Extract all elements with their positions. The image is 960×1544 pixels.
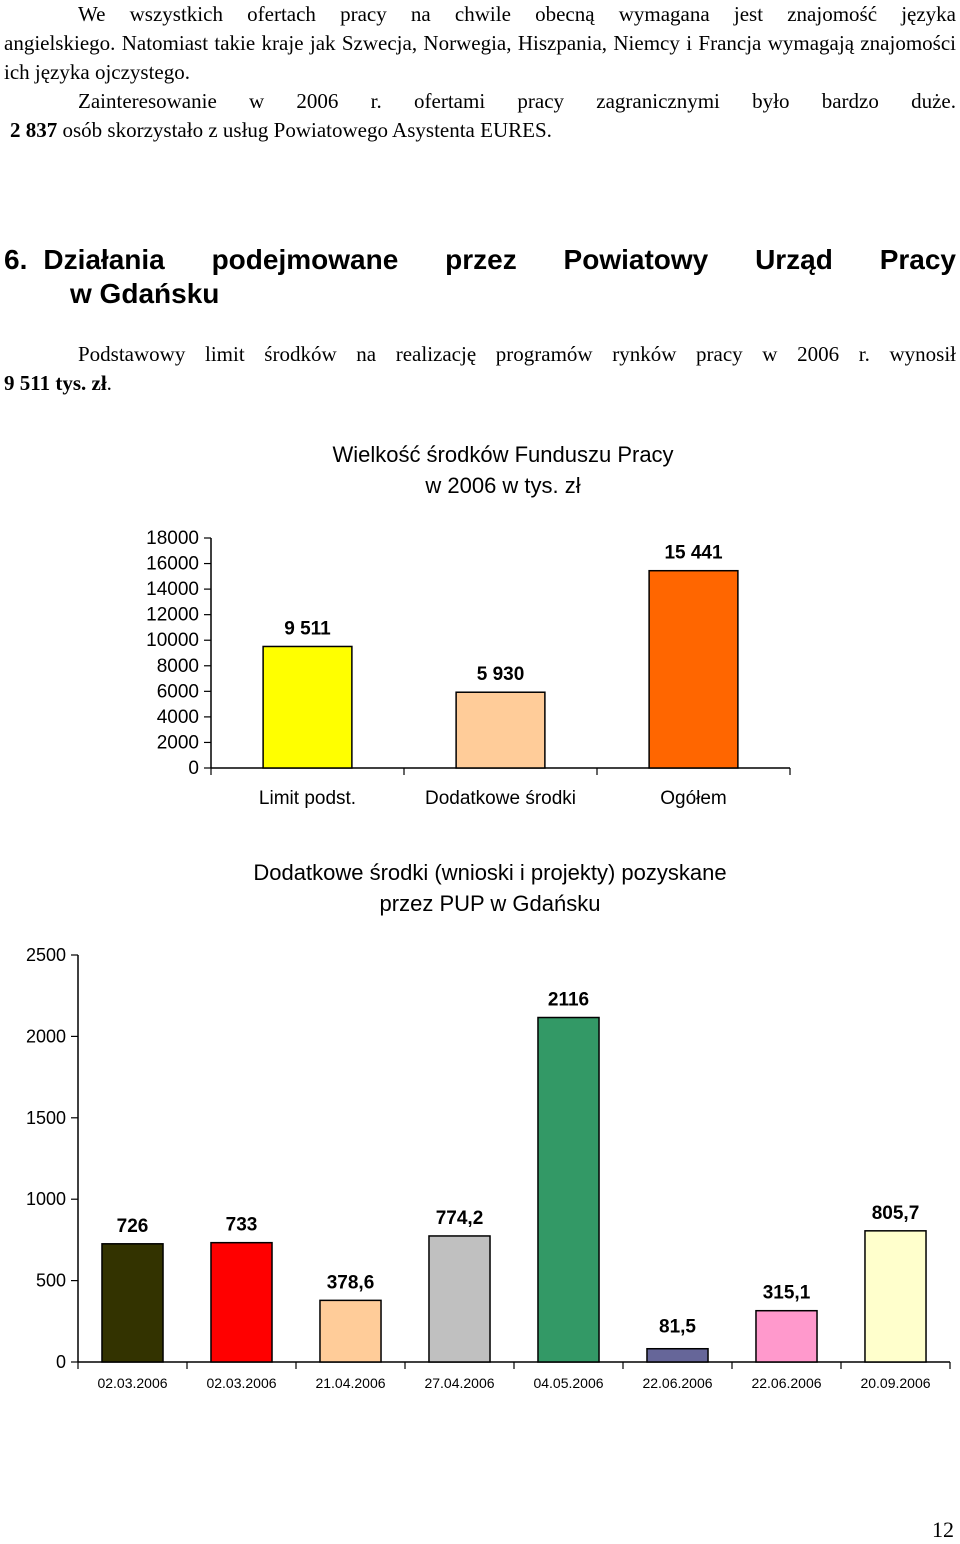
chart2-category-label: 20.09.2006 xyxy=(860,1375,930,1391)
chart1-bar xyxy=(262,645,353,769)
section-heading-second-line: w Gdańsku xyxy=(70,278,220,309)
chart2-bar xyxy=(646,1347,709,1363)
chart2-category-label: 21.04.2006 xyxy=(315,1375,385,1391)
chart2-data-label: 774,2 xyxy=(436,1208,484,1229)
eures-count: 2 837 xyxy=(10,118,58,142)
chart1-y-tick-label: 2000 xyxy=(157,732,199,753)
chart2-y-tick-label: 1500 xyxy=(26,1108,66,1128)
chart1-data-label: 9 511 xyxy=(284,618,331,639)
chart2-bar xyxy=(864,1230,927,1363)
chart1-y-tick-label: 18000 xyxy=(146,528,199,549)
chart1-title-line2: w 2006 w tys. zł xyxy=(425,473,581,498)
chart2-title-line2: przez PUP w Gdańsku xyxy=(379,891,601,916)
chart2-data-label: 2116 xyxy=(548,990,589,1011)
chart1-category-label: Ogółem xyxy=(660,788,727,809)
chart1-bar xyxy=(648,569,739,769)
chart2-bar xyxy=(428,1235,491,1363)
chart2-bar xyxy=(101,1243,164,1363)
chart1-y-tick-label: 10000 xyxy=(146,630,199,651)
paragraph-text: angielskiego. Natomiast takie kraje jak … xyxy=(4,31,956,84)
chart2-y-tick-label: 1000 xyxy=(26,1189,66,1209)
paragraph-basic-limit: Podstawowy limit środków na realizację p… xyxy=(4,340,956,398)
chart1-bar xyxy=(455,691,546,769)
chart2-y-tick-label: 2500 xyxy=(26,945,66,965)
chart2-y-tick-label: 2000 xyxy=(26,1026,66,1046)
chart2-data-label: 81,5 xyxy=(659,1317,696,1338)
chart2-bar xyxy=(755,1309,818,1363)
paragraph-line: Zainteresowanie w 2006 r. ofertami pracy… xyxy=(78,89,956,113)
chart1-y-tick-label: 14000 xyxy=(146,579,199,600)
chart2-category-label: 02.03.2006 xyxy=(97,1375,167,1391)
chart2-data-label: 726 xyxy=(117,1216,149,1237)
section-number: 6. xyxy=(4,244,28,275)
chart2-category-label: 27.04.2006 xyxy=(424,1375,494,1391)
chart2-bar xyxy=(537,1016,600,1363)
chart2-category-label: 02.03.2006 xyxy=(206,1375,276,1391)
chart1-y-tick-label: 12000 xyxy=(146,605,199,626)
chart1-y-tick-label: 6000 xyxy=(157,681,199,702)
chart1-y-tick-label: 4000 xyxy=(157,707,199,728)
section-heading-line1: 6. Działania podejmowane przez Powiatowy… xyxy=(4,243,956,277)
chart1-category-label: Limit podst. xyxy=(259,788,356,809)
paragraph-line: Podstawowy limit środków na realizację p… xyxy=(78,342,956,366)
paragraph-period: . xyxy=(106,371,112,395)
chart2-data-label: 315,1 xyxy=(763,1283,811,1304)
section-heading: 6. Działania podejmowane przez Powiatowy… xyxy=(4,243,956,311)
chart2-y-tick-label: 0 xyxy=(56,1352,66,1372)
chart1-y-tick-label: 16000 xyxy=(146,554,199,575)
chart2-data-label: 378,6 xyxy=(327,1272,375,1293)
chart2-title: Dodatkowe środki (wnioski i projekty) po… xyxy=(160,857,820,919)
chart1-y-tick-label: 0 xyxy=(188,758,199,779)
chart2-dodatkowe-srodki: 0 500 1000 1500 2000 2500 726 02.03.2006 733 02.0… xyxy=(26,945,951,1391)
section-heading-first-line: Działania podejmowane przez Powiatowy Ur… xyxy=(43,244,956,275)
chart2-title-line1: Dodatkowe środki (wnioski i projekty) po… xyxy=(253,860,727,885)
chart1-data-label: 15 441 xyxy=(664,543,723,564)
chart1-category-label: Dodatkowe środki xyxy=(425,788,576,809)
chart2-category-label: 04.05.2006 xyxy=(533,1375,603,1391)
chart1-title-line1: Wielkość środków Funduszu Pracy xyxy=(332,442,674,467)
chart1-funduszu-pracy: 0 2000 4000 6000 8000 10000 12000 14000 16000 180… xyxy=(146,528,791,809)
chart2-y-tick-label: 500 xyxy=(36,1271,66,1291)
paragraph-eures-interest: Zainteresowanie w 2006 r. ofertami pracy… xyxy=(4,87,956,145)
chart1-title: Wielkość środków Funduszu Pracy w 2006 w… xyxy=(200,439,806,501)
chart2-data-label: 805,7 xyxy=(872,1203,920,1224)
chart2-bar xyxy=(210,1241,273,1363)
page-number: 12 xyxy=(932,1517,954,1542)
paragraph-line: We wszystkich ofertach pracy na chwile o… xyxy=(78,2,956,26)
chart2-data-label: 733 xyxy=(226,1215,258,1236)
paragraph-text: 2 837 osób skorzystało z usług Powiatowe… xyxy=(4,116,956,145)
chart2-bar xyxy=(319,1299,382,1363)
basic-limit-amount: 9 511 tys. zł xyxy=(4,371,107,395)
chart2-category-label: 22.06.2006 xyxy=(642,1375,712,1391)
chart1-y-tick-label: 8000 xyxy=(157,656,199,677)
paragraph-language-requirements: We wszystkich ofertach pracy na chwile o… xyxy=(4,0,956,87)
chart2-category-label: 22.06.2006 xyxy=(751,1375,821,1391)
paragraph-text: 9 511 tys. zł. xyxy=(4,369,956,398)
eures-count-text: osób skorzystało z usług Powiatowego Asy… xyxy=(57,118,552,142)
chart1-data-label: 5 930 xyxy=(477,664,525,685)
